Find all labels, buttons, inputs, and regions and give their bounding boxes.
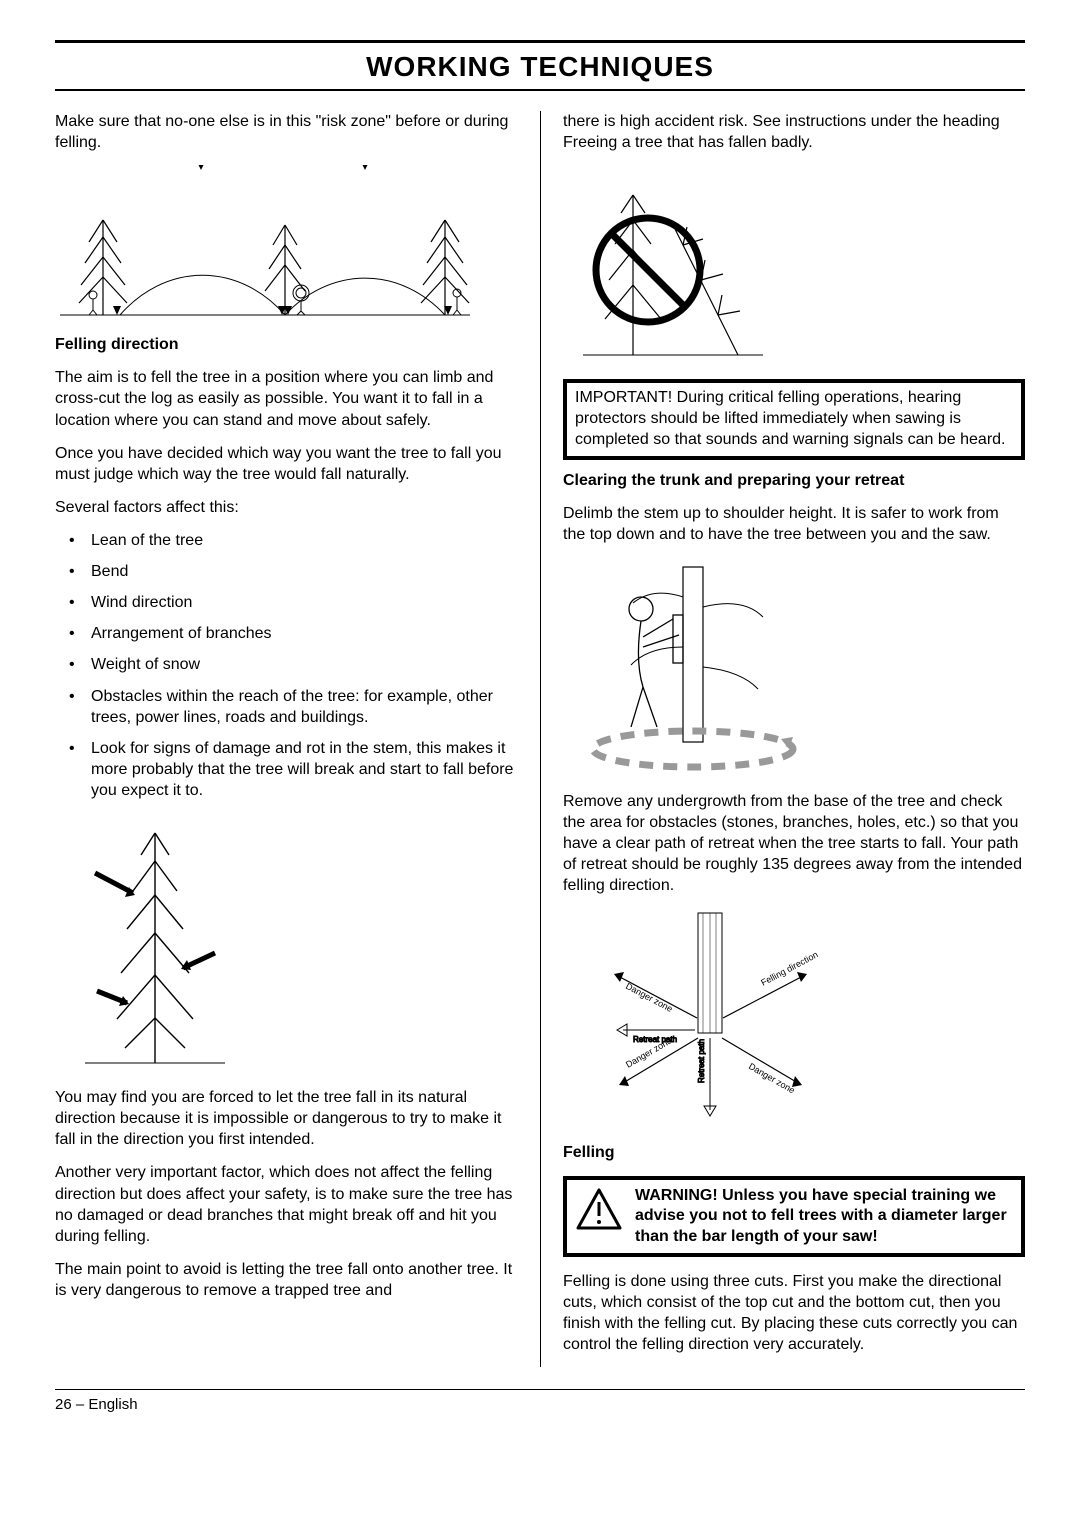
content-columns: Make sure that no-one else is in this "r… <box>55 111 1025 1367</box>
left-p6: The main point to avoid is letting the t… <box>55 1259 518 1301</box>
figure-prohibit-trapped <box>563 165 1025 365</box>
svg-text:Felling direction: Felling direction <box>759 950 819 988</box>
left-column: Make sure that no-one else is in this "r… <box>55 111 540 1367</box>
heading-clearing: Clearing the trunk and preparing your re… <box>563 470 1025 491</box>
page-title: WORKING TECHNIQUES <box>55 51 1025 83</box>
left-p3: Several factors affect this: <box>55 497 518 518</box>
list-item: Bend <box>69 561 518 582</box>
figure-delimb <box>563 557 1025 777</box>
right-column: there is high accident risk. See instruc… <box>540 111 1025 1367</box>
svg-text:Retreat path: Retreat path <box>633 1035 677 1044</box>
right-clear1: Delimb the stem up to shoulder height. I… <box>563 503 1025 545</box>
left-p1: The aim is to fell the tree in a positio… <box>55 367 518 430</box>
figure-risk-zone <box>55 165 518 320</box>
figure-retreat-diagram: Felling direction Danger zone Danger zon… <box>563 908 1025 1128</box>
list-item: Obstacles within the reach of the tree: … <box>69 686 518 728</box>
heading-felling: Felling <box>563 1142 1025 1163</box>
figure-tree-lean <box>55 813 518 1073</box>
left-p5: Another very important factor, which doe… <box>55 1162 518 1246</box>
warning-text: WARNING! Unless you have special trainin… <box>635 1186 1013 1247</box>
page-footer: 26 – English <box>55 1389 1025 1413</box>
svg-text:Danger zone: Danger zone <box>624 981 674 1014</box>
warning-triangle-icon <box>575 1188 623 1238</box>
right-felling1: Felling is done using three cuts. First … <box>563 1271 1025 1355</box>
left-p2: Once you have decided which way you want… <box>55 443 518 485</box>
list-item: Wind direction <box>69 592 518 613</box>
top-rule <box>55 40 1025 43</box>
right-clear2: Remove any undergrowth from the base of … <box>563 791 1025 897</box>
important-box: IMPORTANT! During critical felling opera… <box>563 379 1025 459</box>
left-p4: You may find you are forced to let the t… <box>55 1087 518 1150</box>
list-item: Arrangement of branches <box>69 623 518 644</box>
factors-list: Lean of the tree Bend Wind direction Arr… <box>55 530 518 801</box>
list-item: Look for signs of damage and rot in the … <box>69 738 518 801</box>
list-item: Weight of snow <box>69 654 518 675</box>
warning-box: WARNING! Unless you have special trainin… <box>563 1176 1025 1257</box>
left-intro: Make sure that no-one else is in this "r… <box>55 111 518 153</box>
heading-felling-direction: Felling direction <box>55 334 518 355</box>
title-rule <box>55 89 1025 91</box>
list-item: Lean of the tree <box>69 530 518 551</box>
svg-text:Retreat path: Retreat path <box>697 1039 706 1083</box>
right-continuation: there is high accident risk. See instruc… <box>563 111 1025 153</box>
